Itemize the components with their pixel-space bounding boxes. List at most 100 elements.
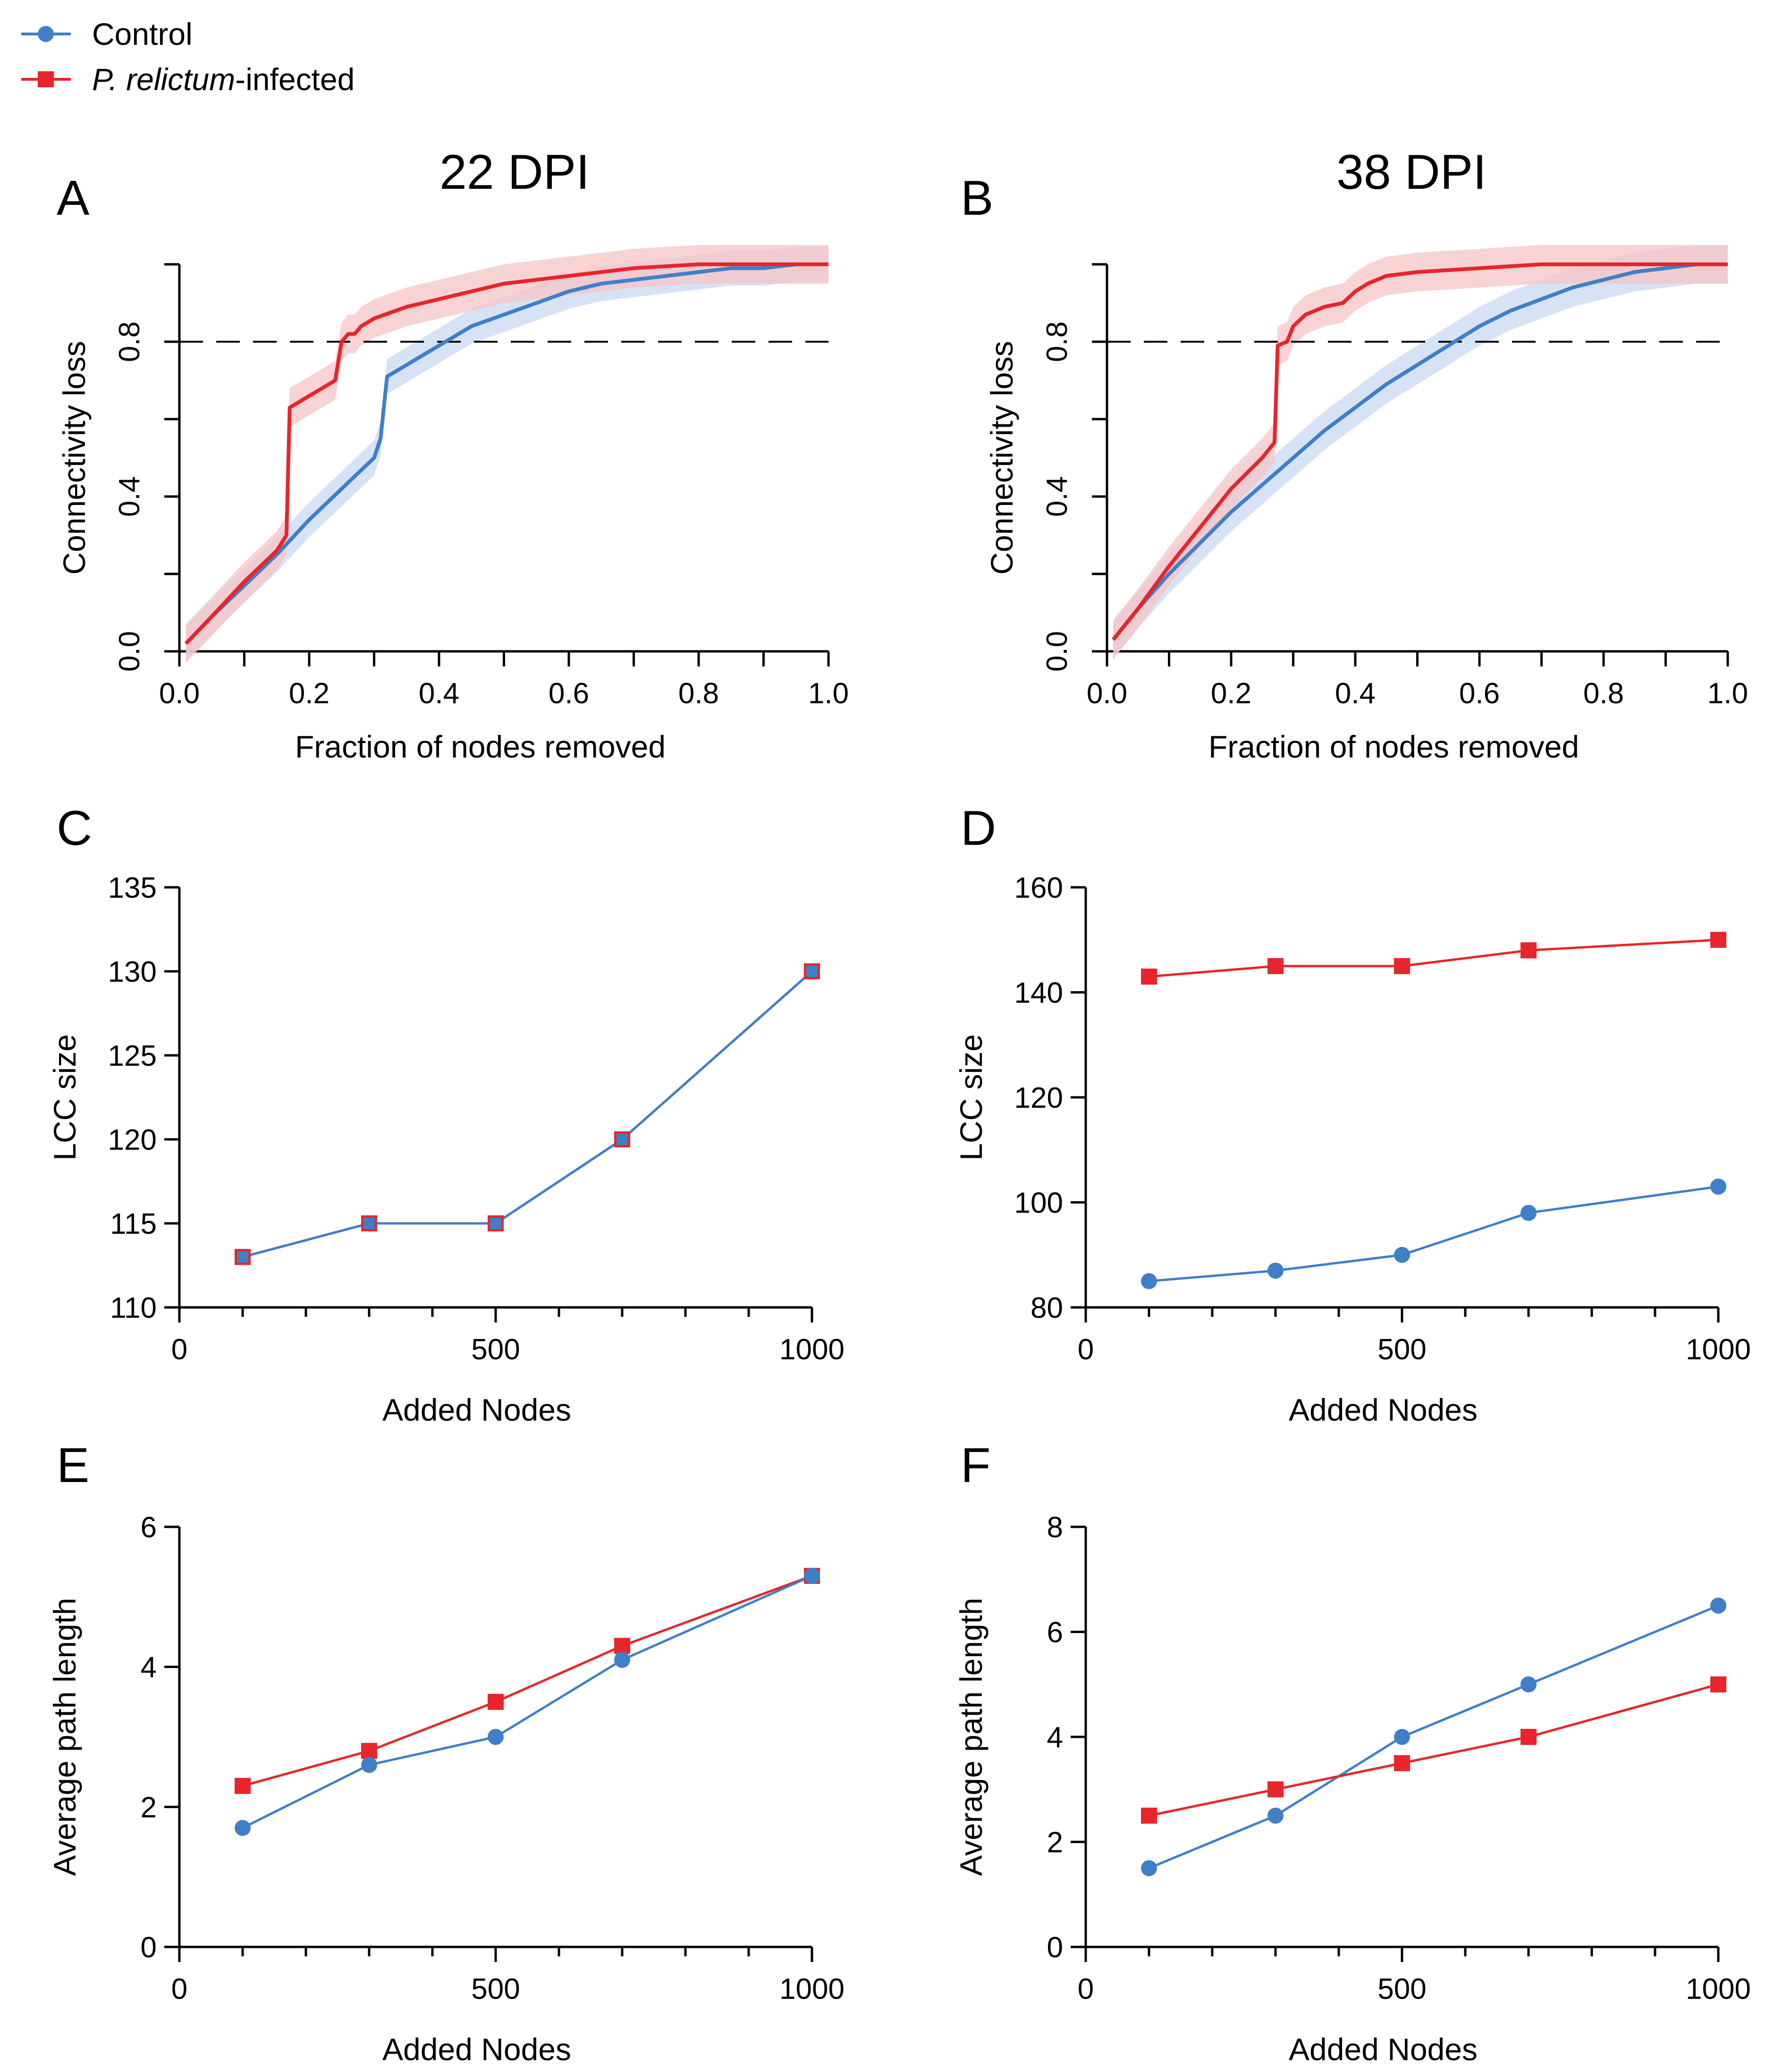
data-point-control-e: [235, 1819, 251, 1836]
x-tick-label-b: 0.0: [1087, 677, 1127, 710]
confidence-band-control-b: [1113, 245, 1728, 659]
data-point-infected-d: [1521, 942, 1537, 959]
x-axis-title-c: Added Nodes: [382, 1392, 571, 1427]
y-tick-label-d: 80: [1031, 1292, 1063, 1324]
data-point-control-d: [1710, 1179, 1726, 1195]
y-tick-label-e: 4: [141, 1651, 157, 1684]
confidence-band-infected-a: [186, 245, 828, 663]
x-tick-label-d: 0: [1078, 1333, 1094, 1366]
x-axis-title-a: Fraction of nodes removed: [295, 729, 666, 764]
y-tick-label-a: 0.4: [113, 476, 146, 517]
chart-panel-a: A 22 DPI 0.0 0.2 0.4 0.6 0.8 1.0 0.0 0.4 0.8 Fracti…: [57, 145, 849, 764]
x-tick-label-b: 0.2: [1211, 677, 1251, 710]
data-point-control-d: [1394, 1247, 1410, 1263]
x-tick-label-e: 1000: [779, 1973, 845, 2005]
data-point-infected-f: [1141, 1807, 1157, 1824]
data-point-control-d: [1267, 1263, 1284, 1279]
y-tick-label-d: 120: [1014, 1082, 1063, 1114]
series-line-infected-e: [242, 1575, 812, 1787]
x-tick-label-a: 1.0: [808, 677, 849, 710]
y-axis-title-c: LCC size: [47, 1034, 82, 1161]
data-point-control-d: [1141, 1273, 1157, 1289]
data-point-infected-f: [1521, 1729, 1537, 1745]
x-tick-label-d: 1000: [1686, 1333, 1751, 1366]
series-line-infected-f: [1149, 1683, 1719, 1817]
data-point-infected-e: [614, 1638, 630, 1654]
x-tick-label-b: 0.6: [1459, 677, 1500, 710]
data-point-control-e: [804, 1567, 820, 1584]
x-axis-title-d: Added Nodes: [1289, 1392, 1478, 1427]
series-line-control-e: [242, 1575, 813, 1829]
data-point-control-c: [806, 966, 818, 977]
data-point-infected-d: [1710, 932, 1726, 948]
legend-control-label: Control: [92, 17, 193, 51]
series-line-control-b: [1112, 262, 1728, 641]
series-line-infected-a: [184, 262, 828, 645]
legend-infected-marker: [38, 71, 54, 87]
data-point-control-c: [237, 1251, 248, 1263]
y-tick-label-b: 0.0: [1041, 631, 1073, 672]
series-line-control-a: [184, 262, 828, 645]
y-axis-title-a: Connectivity loss: [57, 341, 92, 574]
y-tick-label-a: 0.0: [113, 631, 146, 672]
legend-item-control: Control: [21, 17, 193, 51]
panel-letter-c: C: [57, 801, 92, 856]
y-axis-title-b: Connectivity loss: [984, 341, 1019, 574]
x-tick-label-f: 500: [1377, 1973, 1426, 2005]
data-point-infected-d: [1267, 958, 1284, 974]
y-tick-label-c: 125: [108, 1040, 157, 1072]
panel-letter-d: D: [961, 801, 996, 856]
x-tick-label-b: 0.4: [1335, 677, 1376, 710]
x-tick-label-d: 500: [1377, 1333, 1426, 1366]
y-tick-label-c: 135: [108, 872, 157, 904]
data-point-infected-f: [1710, 1676, 1726, 1693]
y-tick-label-c: 130: [108, 956, 157, 988]
data-point-infected-f: [1394, 1755, 1410, 1771]
x-tick-label-b: 1.0: [1707, 677, 1748, 710]
y-tick-label-d: 100: [1014, 1187, 1063, 1220]
x-tick-label-c: 1000: [779, 1333, 845, 1366]
legend-control-marker: [38, 26, 54, 42]
data-point-control-f: [1141, 1860, 1157, 1877]
data-point-control-c: [617, 1134, 628, 1145]
y-tick-label-e: 6: [141, 1511, 157, 1544]
series-line-control-d: [1149, 1185, 1719, 1282]
legend-infected-suffix: -infected: [235, 62, 355, 97]
series-line-infected-b: [1112, 262, 1728, 641]
y-tick-label-f: 2: [1047, 1827, 1063, 1859]
data-point-infected-e: [488, 1693, 504, 1710]
y-tick-label-a: 0.8: [113, 321, 146, 362]
y-tick-label-b: 0.8: [1041, 321, 1073, 362]
y-axis-title-e: Average path length: [47, 1598, 82, 1876]
y-tick-label-c: 120: [108, 1124, 157, 1156]
x-tick-label-c: 500: [471, 1333, 520, 1366]
y-tick-label-d: 160: [1014, 872, 1063, 904]
x-axis-title-b: Fraction of nodes removed: [1208, 729, 1579, 764]
x-tick-label-a: 0.4: [419, 677, 459, 710]
series-line-control-f: [1149, 1604, 1719, 1870]
data-point-control-e: [614, 1651, 630, 1668]
x-tick-label-e: 0: [171, 1973, 187, 2005]
x-tick-label-b: 0.8: [1583, 677, 1624, 710]
panel-letter-b: B: [961, 171, 993, 226]
x-tick-label-f: 0: [1078, 1973, 1094, 2005]
x-axis-title-f: Added Nodes: [1289, 2032, 1478, 2067]
data-point-infected-e: [361, 1743, 377, 1759]
data-point-control-f: [1710, 1597, 1726, 1614]
y-tick-label-f: 6: [1047, 1617, 1063, 1649]
chart-panel-f: F 0 500 1000 0 2 4 6 8 Added Nodes Average path le…: [954, 1438, 1751, 2067]
y-axis-title-d: LCC size: [954, 1034, 988, 1161]
x-tick-label-a: 0.0: [159, 677, 200, 710]
y-tick-label-c: 110: [110, 1292, 157, 1324]
y-tick-label-f: 4: [1047, 1721, 1063, 1754]
data-point-control-f: [1521, 1676, 1537, 1693]
x-tick-label-a: 0.2: [289, 677, 329, 710]
data-point-control-e: [361, 1757, 377, 1773]
series-line-infected-c: [242, 970, 813, 1258]
legend-infected-species: P. relictum: [92, 62, 235, 97]
x-tick-label-a: 0.8: [678, 677, 719, 710]
legend-infected-label: P. relictum-infected: [92, 62, 355, 97]
x-axis-title-e: Added Nodes: [382, 2032, 571, 2067]
